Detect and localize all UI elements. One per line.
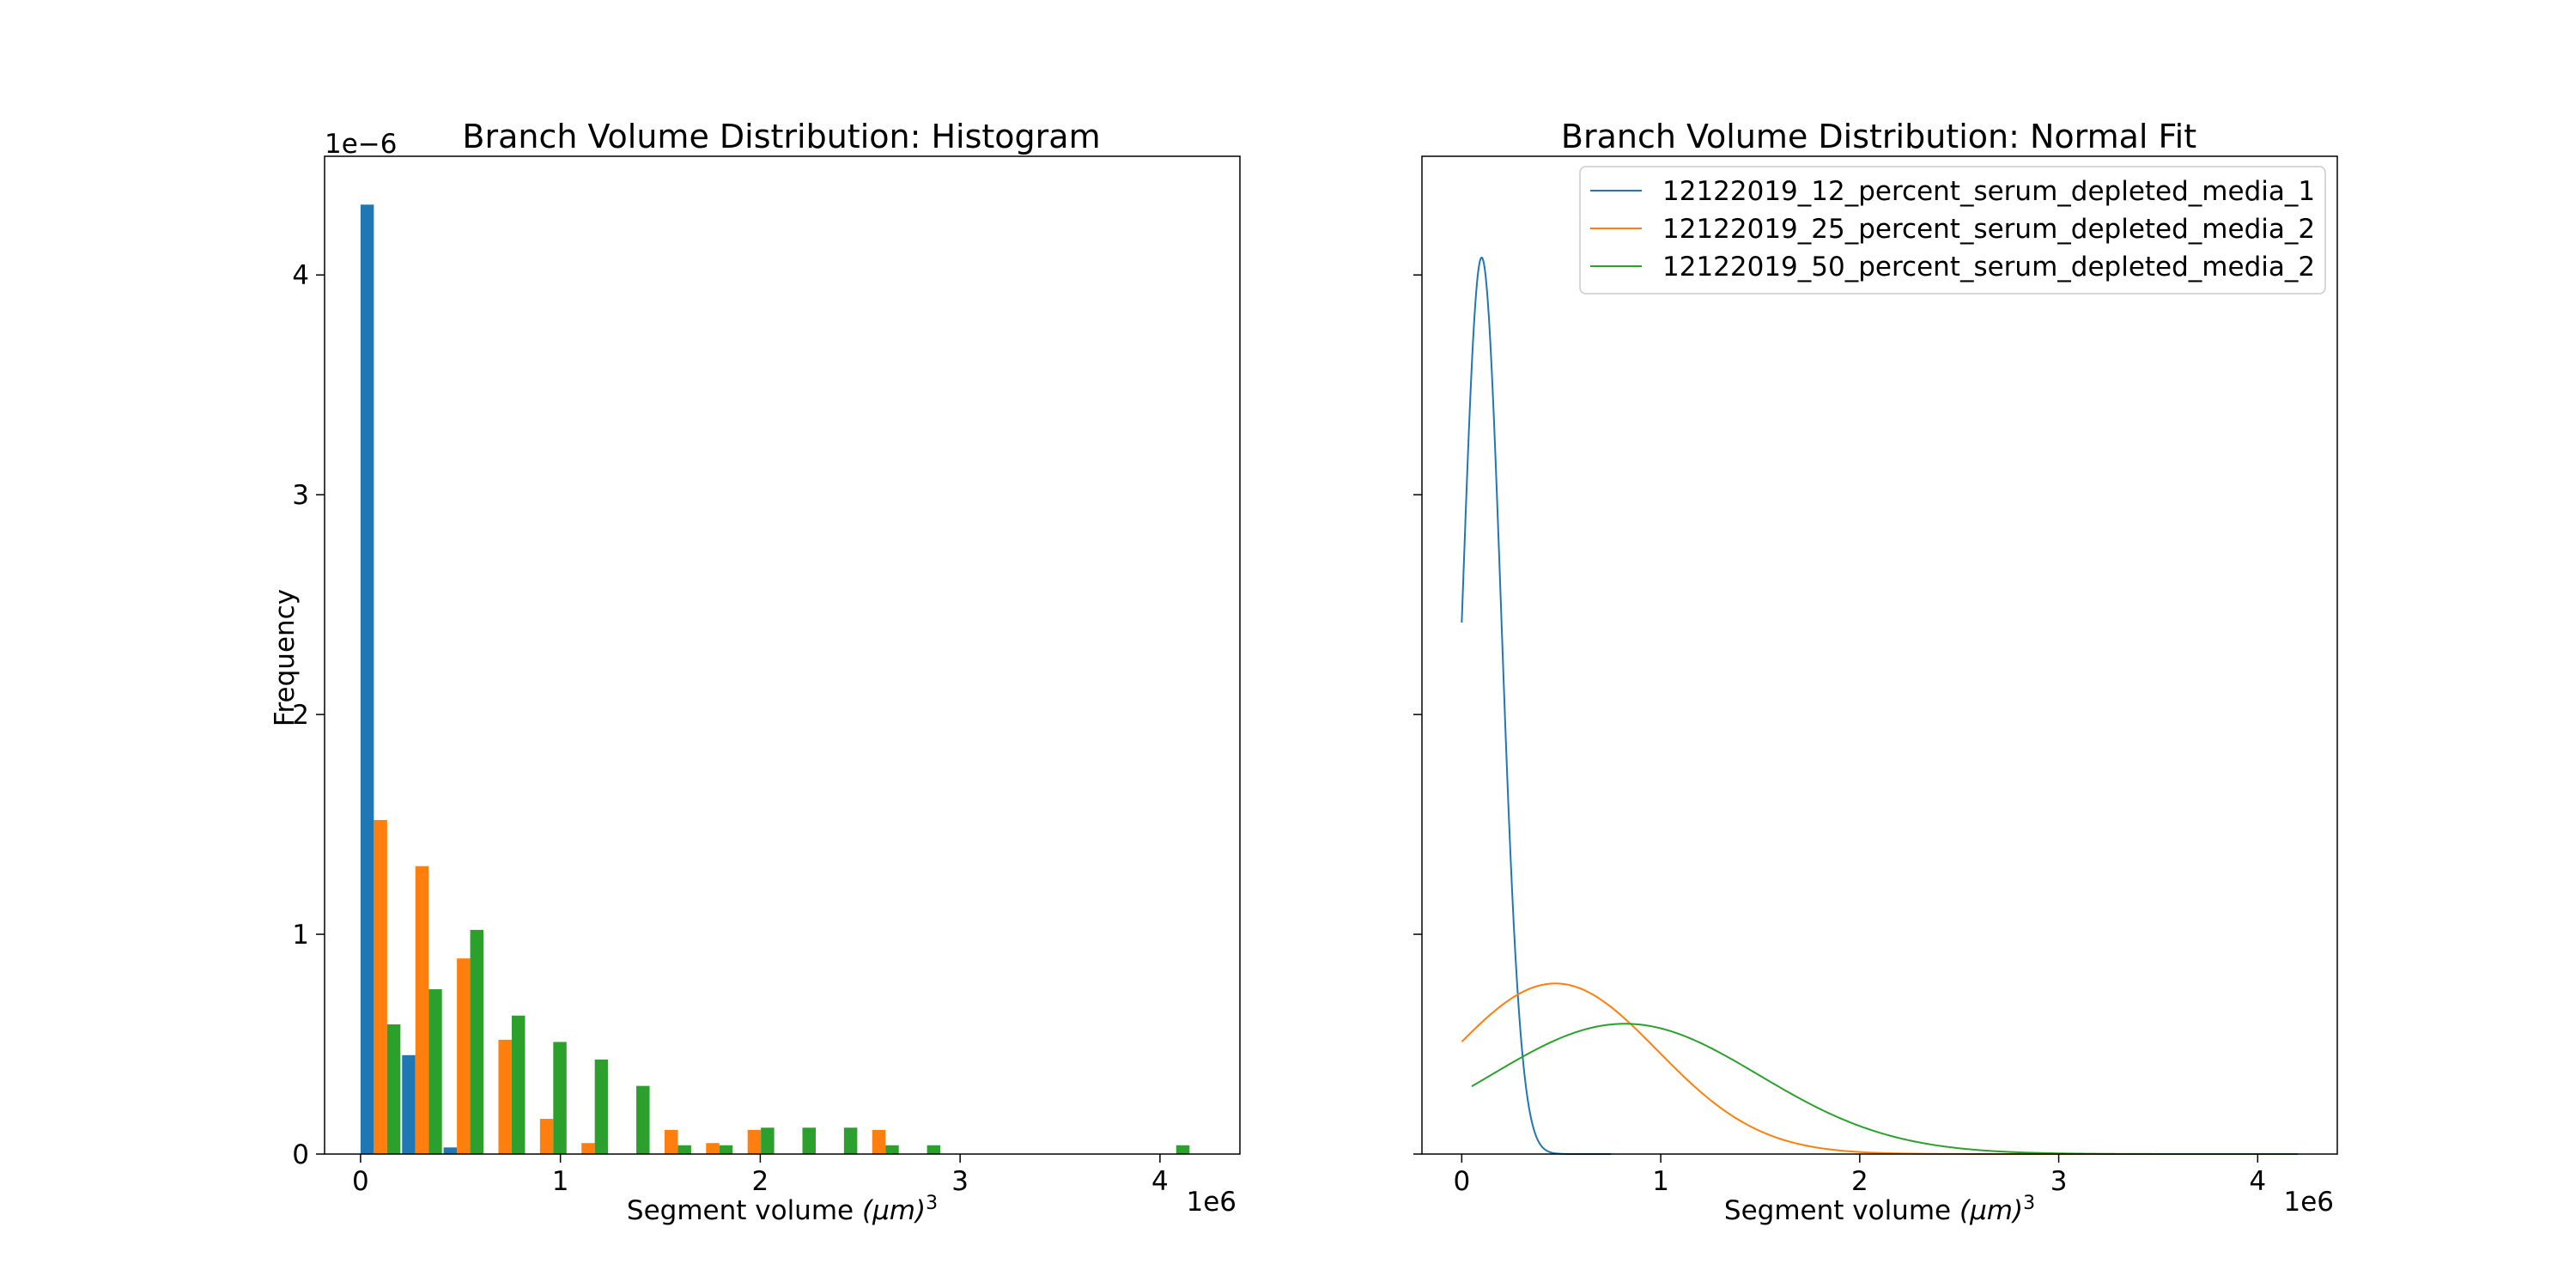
histogram-y-tick-label: 0 [292, 1139, 309, 1170]
normal-fit-x-label: Segment volume (μm)3 [1724, 1193, 2035, 1227]
histogram-title: Branch Volume Distribution: Histogram [462, 118, 1100, 155]
normal-fit-ticks: 0 1 2 3 4 [1413, 274, 2266, 1197]
histogram-bar-series-1 [402, 1054, 416, 1154]
histogram-bar-series-3 [470, 929, 484, 1154]
histogram-frame [324, 155, 1241, 1155]
normal-fit-axes: Branch Volume Distribution: Normal Fit 0… [1413, 118, 2338, 1227]
normal-fit-x-tick-label: 0 [1453, 1166, 1470, 1197]
histogram-x-tick-label: 1 [552, 1166, 569, 1197]
histogram-x-tick-label: 4 [1151, 1166, 1169, 1197]
histogram-bar-series-3 [761, 1127, 775, 1154]
histogram-y-tick-label: 4 [292, 260, 309, 291]
normal-fit-x-tick-label: 1 [1652, 1166, 1669, 1197]
histogram-bar-series-3 [594, 1059, 609, 1154]
histogram-x-tick-label: 3 [951, 1166, 969, 1197]
histogram-bar-series-2 [706, 1143, 720, 1154]
histogram-bar-series-2 [539, 1119, 554, 1154]
histogram-bar-series-2 [498, 1039, 512, 1154]
histogram-bar-series-3 [885, 1145, 899, 1154]
legend-label-series-1: 12122019_12_percent_serum_depleted_media… [1662, 176, 2315, 207]
histogram-axes: Branch Volume Distribution: Histogram 1e… [270, 118, 1241, 1227]
normal-fit-x-tick-label: 3 [2050, 1166, 2068, 1197]
histogram-y-label: Frequency [270, 589, 301, 726]
histogram-bar-series-3 [553, 1042, 567, 1154]
normal-fit-x-offset-text: 1e6 [2283, 1187, 2334, 1218]
histogram-bar-series-3 [802, 1127, 816, 1154]
histogram-bar-series-3 [719, 1145, 733, 1154]
histogram-bar-series-3 [677, 1145, 691, 1154]
histogram-x-label: Segment volume (μm)3 [627, 1193, 938, 1227]
histogram-ticks: 0 1 2 3 4 0 1 2 3 4 [292, 260, 1169, 1197]
histogram-bar-series-2 [415, 866, 429, 1154]
normal-fit-frame [1421, 155, 2338, 1155]
histogram-bar-series-2 [664, 1129, 678, 1154]
histogram-bar-series-3 [428, 989, 442, 1154]
legend-label-series-2: 12122019_25_percent_serum_depleted_media… [1662, 214, 2315, 245]
histogram-y-offset-text: 1e−6 [325, 129, 398, 160]
normal-fit-x-tick-label: 4 [2249, 1166, 2266, 1197]
histogram-y-tick-label: 1 [292, 920, 309, 951]
histogram-bar-series-2 [747, 1129, 762, 1154]
histogram-bar-series-1 [360, 204, 374, 1155]
normal-fit-title: Branch Volume Distribution: Normal Fit [1561, 118, 2196, 155]
histogram-bar-series-3 [1176, 1145, 1190, 1154]
histogram-x-tick-label: 0 [352, 1166, 369, 1197]
histogram-bar-series-3 [386, 1024, 401, 1154]
histogram-y-tick-label: 2 [292, 700, 309, 731]
histogram-y-tick-label: 3 [292, 480, 309, 511]
histogram-bar-series-2 [872, 1129, 886, 1154]
histogram-bar-series-3 [843, 1127, 858, 1154]
legend-box [1579, 166, 2326, 295]
histogram-bar-series-2 [457, 958, 471, 1154]
histogram-bar-series-1 [443, 1147, 458, 1154]
histogram-bar-series-3 [927, 1145, 941, 1154]
histogram-bar-series-3 [511, 1015, 526, 1154]
histogram-x-offset-text: 1e6 [1186, 1187, 1236, 1218]
histogram-x-tick-label: 2 [752, 1166, 769, 1197]
normal-fit-x-tick-label: 2 [1851, 1166, 1868, 1197]
histogram-bar-series-2 [374, 819, 387, 1154]
legend-label-series-3: 12122019_50_percent_serum_depleted_media… [1662, 252, 2315, 283]
histogram-bar-series-3 [636, 1085, 650, 1154]
legend: 12122019_12_percent_serum_depleted_media… [1579, 166, 2326, 295]
histogram-bars [360, 204, 1190, 1155]
histogram-bar-series-2 [581, 1143, 595, 1154]
